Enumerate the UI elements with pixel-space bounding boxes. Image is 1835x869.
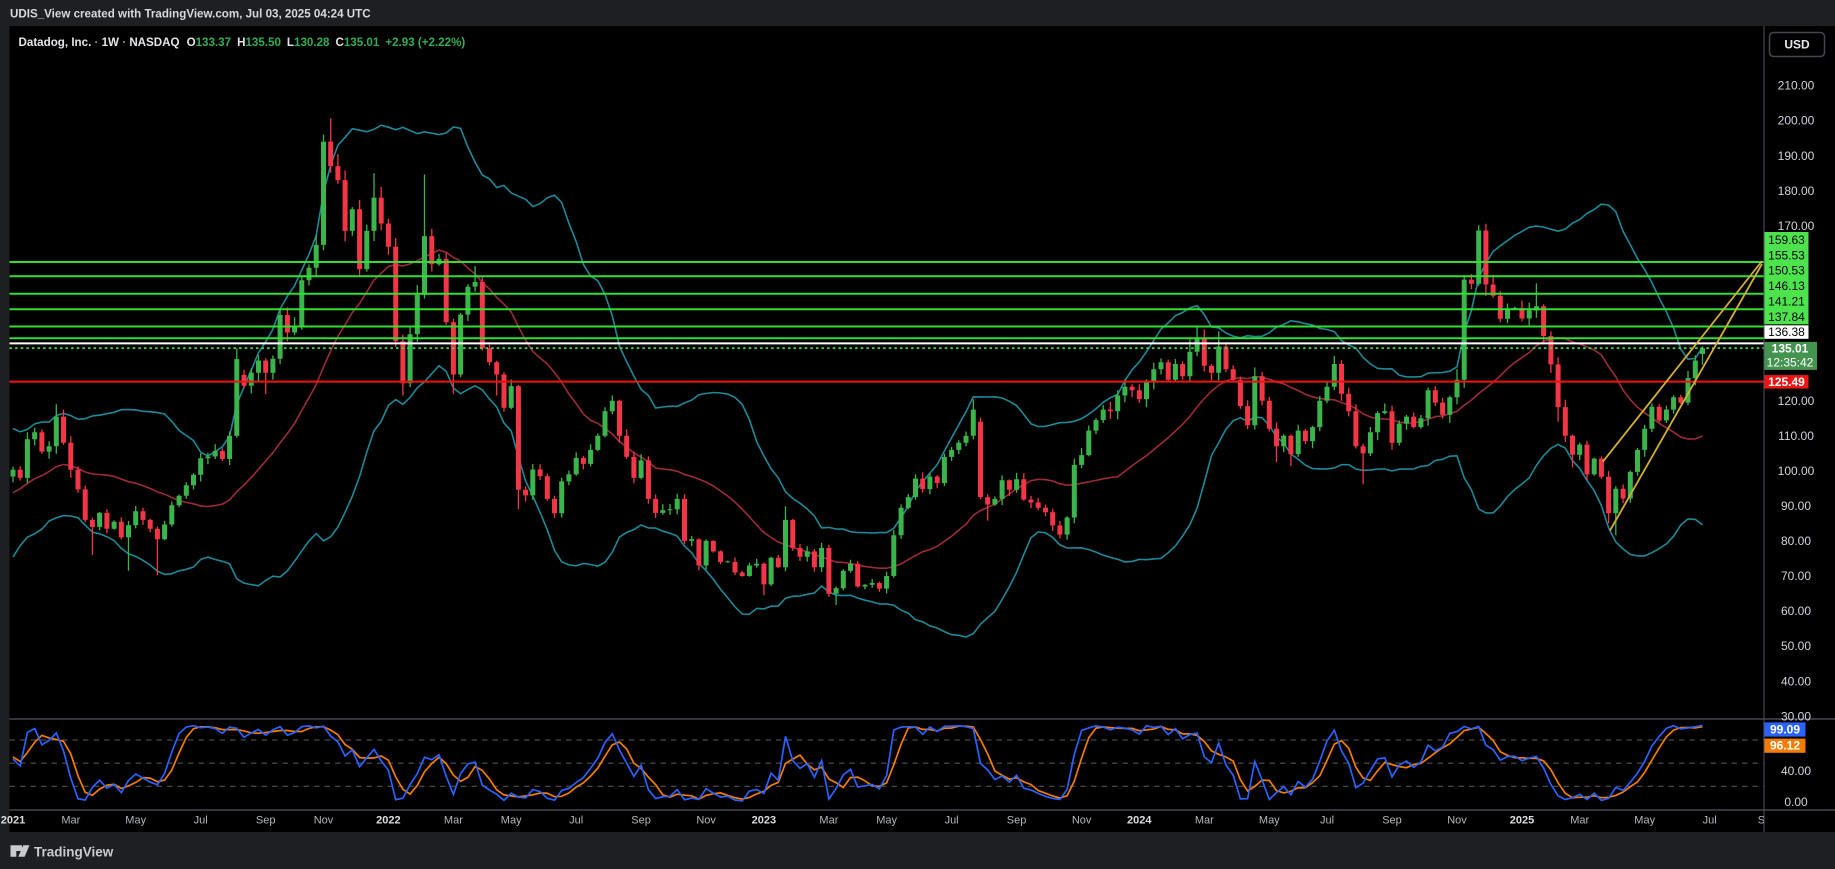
svg-text:96.12: 96.12 — [1770, 739, 1800, 753]
svg-text:110.00: 110.00 — [1778, 429, 1814, 443]
svg-text:Sep: Sep — [256, 815, 276, 827]
svg-text:Sep: Sep — [1007, 815, 1027, 827]
svg-text:Sep: Sep — [1382, 815, 1402, 827]
svg-text:USD: USD — [1784, 38, 1810, 52]
svg-text:May: May — [1259, 815, 1280, 827]
svg-text:Mar: Mar — [444, 815, 463, 827]
svg-text:141.21: 141.21 — [1768, 294, 1805, 308]
svg-text:200.00: 200.00 — [1778, 114, 1815, 128]
svg-text:137.84: 137.84 — [1768, 310, 1805, 324]
svg-text:40.00: 40.00 — [1781, 674, 1811, 688]
svg-text:0.00: 0.00 — [1784, 795, 1808, 809]
svg-text:Jul: Jul — [569, 815, 583, 827]
svg-text:135.01: 135.01 — [1772, 342, 1809, 356]
svg-text:2021: 2021 — [1, 815, 25, 827]
svg-text:May: May — [876, 815, 897, 827]
svg-text:12:35:42: 12:35:42 — [1767, 356, 1814, 370]
svg-text:170.00: 170.00 — [1778, 219, 1815, 233]
svg-text:155.53: 155.53 — [1768, 248, 1805, 262]
svg-text:40.00: 40.00 — [1781, 764, 1811, 778]
svg-text:2024: 2024 — [1127, 815, 1152, 827]
svg-text:Nov: Nov — [696, 815, 716, 827]
svg-text:90.00: 90.00 — [1781, 499, 1811, 513]
svg-text:100.00: 100.00 — [1778, 464, 1815, 478]
svg-text:Mar: Mar — [819, 815, 838, 827]
svg-text:May: May — [1634, 815, 1655, 827]
svg-text:Nov: Nov — [314, 815, 334, 827]
svg-text:Mar: Mar — [61, 815, 80, 827]
svg-text:Sep: Sep — [1758, 815, 1778, 827]
svg-text:May: May — [125, 815, 146, 827]
svg-text:Jul: Jul — [945, 815, 959, 827]
svg-text:Nov: Nov — [1072, 815, 1092, 827]
svg-text:60.00: 60.00 — [1781, 604, 1811, 618]
svg-text:190.00: 190.00 — [1778, 149, 1815, 163]
svg-text:2025: 2025 — [1510, 815, 1534, 827]
svg-text:2023: 2023 — [752, 815, 776, 827]
svg-text:Jul: Jul — [194, 815, 208, 827]
svg-text:159.63: 159.63 — [1768, 233, 1805, 247]
svg-text:120.00: 120.00 — [1778, 394, 1815, 408]
svg-text:TradingView: TradingView — [34, 845, 114, 860]
svg-text:70.00: 70.00 — [1781, 569, 1811, 583]
svg-text:Sep: Sep — [631, 815, 651, 827]
svg-text:50.00: 50.00 — [1781, 639, 1811, 653]
svg-text:Mar: Mar — [1570, 815, 1589, 827]
svg-text:146.13: 146.13 — [1768, 279, 1805, 293]
svg-text:2022: 2022 — [376, 815, 400, 827]
svg-text:Jul: Jul — [1320, 815, 1334, 827]
svg-text:May: May — [501, 815, 522, 827]
svg-text:150.53: 150.53 — [1768, 264, 1805, 278]
svg-text:30.00: 30.00 — [1781, 709, 1811, 723]
svg-text:99.09: 99.09 — [1770, 723, 1800, 737]
svg-text:UDIS_View created with Trading: UDIS_View created with TradingView.com, … — [10, 8, 371, 21]
svg-text:Mar: Mar — [1195, 815, 1214, 827]
svg-text:Nov: Nov — [1447, 815, 1467, 827]
svg-text:136.38: 136.38 — [1768, 325, 1805, 339]
svg-text:180.00: 180.00 — [1778, 184, 1815, 198]
svg-text:80.00: 80.00 — [1781, 534, 1811, 548]
svg-text:210.00: 210.00 — [1778, 79, 1815, 93]
svg-text:125.49: 125.49 — [1768, 375, 1805, 389]
svg-text:Jul: Jul — [1703, 815, 1717, 827]
